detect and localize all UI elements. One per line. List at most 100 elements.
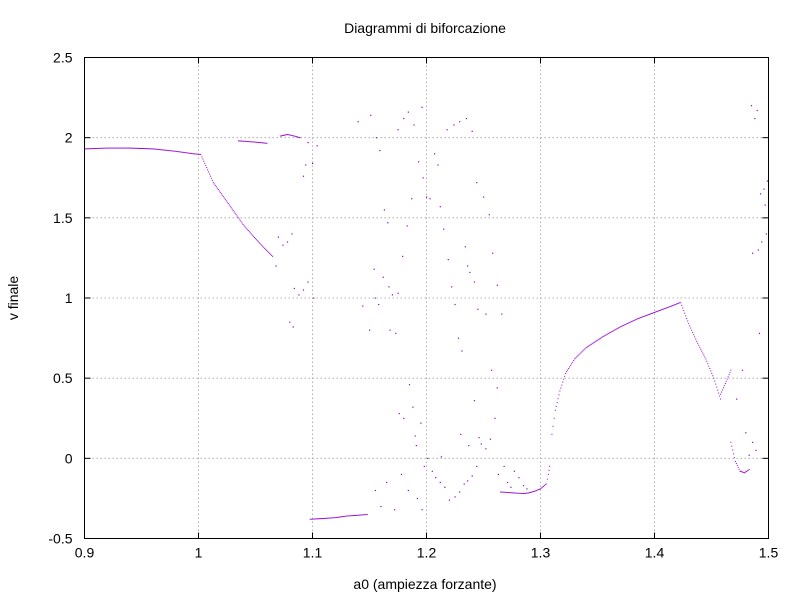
data-point [704,356,706,358]
data-point [721,391,723,393]
data-point [497,473,500,476]
data-point [526,492,528,494]
data-point [564,375,566,377]
data-point [159,149,161,151]
data-point [511,492,513,494]
data-point [529,492,531,494]
data-point [746,470,748,472]
data-point [358,514,360,516]
data-point [645,314,647,316]
data-point [636,318,638,320]
data-point [142,148,144,150]
data-point [140,147,142,149]
data-point [127,147,129,149]
data-point [206,167,208,169]
data-point [139,147,141,149]
data-point [723,385,725,387]
data-point [236,215,238,217]
data-point [473,281,476,283]
data-point [365,514,367,516]
data-point [664,308,666,310]
data-point [313,297,315,299]
data-point [262,142,264,144]
data-point [261,142,263,144]
data-point [727,376,729,378]
data-point [650,313,652,315]
data-point [586,346,588,348]
data-point [549,465,551,467]
data-point [655,311,657,313]
data-point [654,311,655,313]
data-point [181,151,183,153]
data-point [710,370,712,372]
data-point [337,516,339,518]
data-point [85,148,87,150]
data-point [715,383,717,385]
data-point [255,238,256,240]
data-point [289,321,291,323]
data-point [581,351,583,353]
data-point [176,150,178,152]
data-point [501,491,503,493]
data-point [439,481,441,484]
data-point [270,253,272,255]
data-point [503,491,505,493]
data-point [281,135,283,137]
data-point [616,328,618,330]
data-point [740,470,742,472]
data-point [735,462,737,464]
data-point [631,320,633,322]
data-point [681,304,683,306]
data-point [597,339,599,341]
data-point [147,148,149,150]
data-point [242,140,244,142]
data-point [695,338,697,340]
data-point [694,336,696,338]
data-point [506,491,508,493]
data-point [323,517,325,519]
x-tick-label: 1.1 [303,545,323,561]
data-point [422,177,424,179]
data-point [133,147,135,149]
data-point [221,194,223,196]
data-point [286,241,289,243]
data-point [100,147,102,149]
data-point [202,158,204,160]
data-point [250,233,252,235]
data-point [701,350,703,352]
data-point [477,308,479,310]
data-point [697,342,699,344]
data-point [146,148,148,150]
data-point [599,337,601,339]
data-point [163,149,165,151]
data-point [557,398,559,400]
data-point [691,329,693,331]
data-point [109,147,111,149]
data-point [562,381,564,383]
data-point [736,464,738,466]
data-point [403,417,405,419]
data-point [766,180,769,182]
data-point [644,315,646,317]
data-point [651,312,653,314]
data-point [722,389,724,391]
data-point [543,485,545,487]
data-point [454,303,456,306]
data-point [232,210,234,211]
data-point [571,363,573,365]
data-point [307,141,309,144]
data-point [585,347,587,349]
data-point [739,470,741,472]
y-tick-label: 1.5 [53,210,73,226]
data-point [223,197,225,199]
data-point [265,248,267,250]
grid-lines [84,57,769,539]
data-point [192,153,194,155]
data-point [203,160,205,162]
data-point [260,142,262,144]
data-point [514,492,516,494]
data-point [123,147,125,149]
data-point [592,342,594,344]
data-point [463,483,465,485]
data-point [693,334,695,336]
